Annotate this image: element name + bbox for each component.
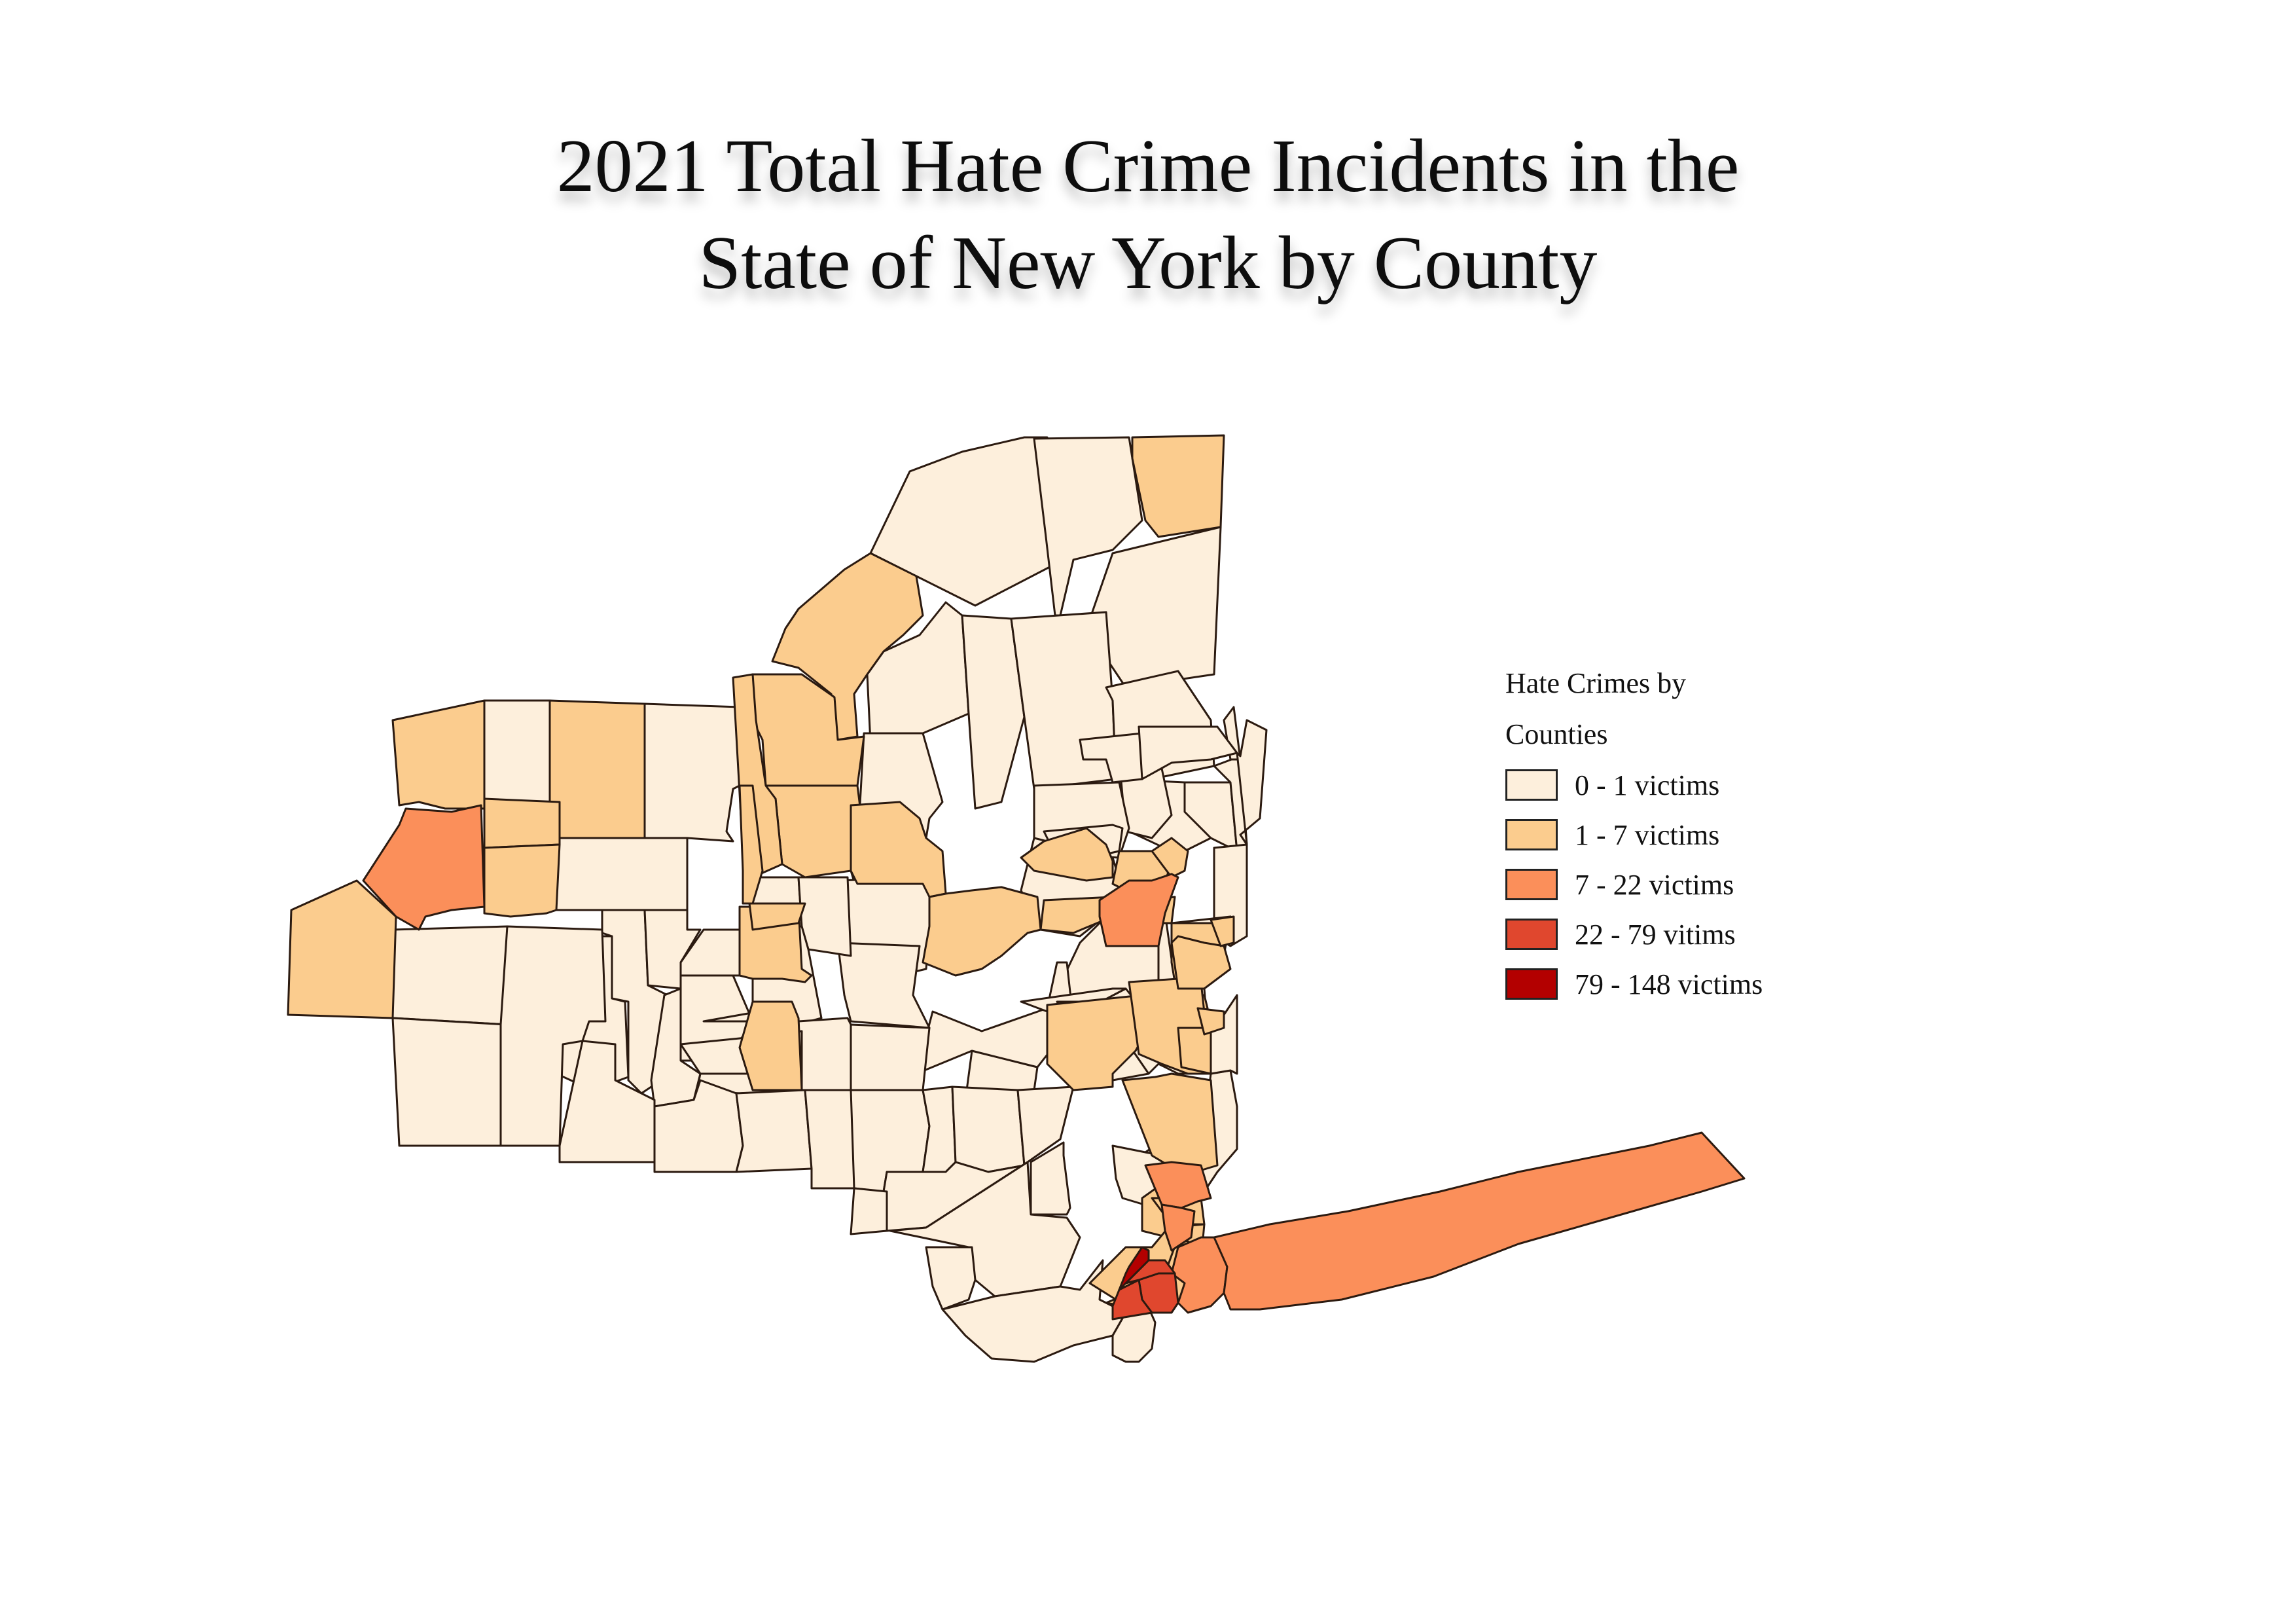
legend-swatch (1505, 869, 1558, 900)
legend-label: 0 - 1 victims (1575, 769, 1720, 801)
county-region (735, 1089, 813, 1173)
county-region (1138, 725, 1238, 780)
county-region (650, 987, 702, 1108)
county-region (1010, 611, 1117, 790)
county-region (748, 902, 806, 931)
county-region (797, 1017, 852, 1091)
map-class-7-22 (362, 804, 1746, 1314)
county-region (1183, 781, 1238, 852)
county-region (1160, 1203, 1196, 1252)
county-region (1111, 1279, 1153, 1321)
county-region (1151, 837, 1189, 879)
county-region (1039, 896, 1114, 934)
county-region (287, 879, 397, 1019)
county-region (1020, 827, 1114, 882)
county-region (1016, 1085, 1075, 1167)
map-class-79-148 (1118, 1246, 1150, 1291)
county-region (1170, 1236, 1229, 1314)
legend-item: 1 - 7 victims (1505, 810, 1763, 860)
map-class-22-79 (1111, 1259, 1179, 1321)
county-region (1131, 434, 1225, 538)
county-region (548, 699, 646, 839)
map-class-0-1 (391, 436, 1268, 1363)
county-region (771, 552, 924, 741)
legend-label: 22 - 79 vitims (1575, 918, 1736, 951)
legend-label: 7 - 22 victims (1575, 868, 1734, 901)
legend-title-line-2: Counties (1505, 718, 1608, 750)
map-title-line-1: 2021 Total Hate Crime Incidents in the (556, 124, 1740, 208)
map-title: 2021 Total Hate Crime Incidents in the S… (0, 118, 2296, 312)
county-region (1170, 935, 1232, 990)
county-region (850, 1023, 931, 1091)
county-region (643, 909, 702, 990)
map-title-line-2: State of New York by County (698, 221, 1598, 305)
legend-title-line-1: Hate Crimes by (1505, 667, 1687, 699)
legend-item: 0 - 1 victims (1505, 760, 1763, 810)
county-region (1196, 1007, 1225, 1036)
legend-item: 79 - 148 victims (1505, 959, 1763, 1009)
map-class-1-7 (287, 434, 1235, 1311)
legend-swatch (1505, 919, 1558, 950)
legend-swatch (1505, 769, 1558, 801)
legend-swatch (1505, 968, 1558, 1000)
county-region (1213, 1131, 1746, 1311)
county-region (1177, 1027, 1212, 1075)
county-region (850, 1187, 888, 1235)
county-region (483, 797, 561, 849)
county-region (922, 886, 1042, 977)
county-region (925, 1246, 977, 1311)
county-region (1118, 1246, 1150, 1291)
county-region (804, 1089, 855, 1190)
county-region (951, 1085, 1026, 1173)
county-region (1210, 915, 1235, 947)
county-region (1121, 1072, 1219, 1176)
county-region (391, 925, 509, 1026)
county-region (738, 1000, 803, 1091)
legend-label: 1 - 7 victims (1575, 818, 1720, 851)
county-region (483, 843, 561, 918)
legend-item: 7 - 22 victims (1505, 860, 1763, 909)
county-region (391, 699, 486, 810)
county-region (391, 1017, 509, 1147)
county-region (643, 702, 741, 843)
county-region (499, 925, 607, 1147)
legend-label: 79 - 148 victims (1575, 968, 1763, 1000)
legend-item: 22 - 79 vitims (1505, 909, 1763, 959)
county-region (797, 876, 852, 957)
county-region (869, 436, 1065, 607)
county-region (1098, 873, 1179, 947)
map-legend: Hate Crimes by Counties 0 - 1 victims 1 … (1505, 658, 1763, 1009)
legend-swatch (1505, 819, 1558, 850)
county-region (362, 804, 486, 931)
